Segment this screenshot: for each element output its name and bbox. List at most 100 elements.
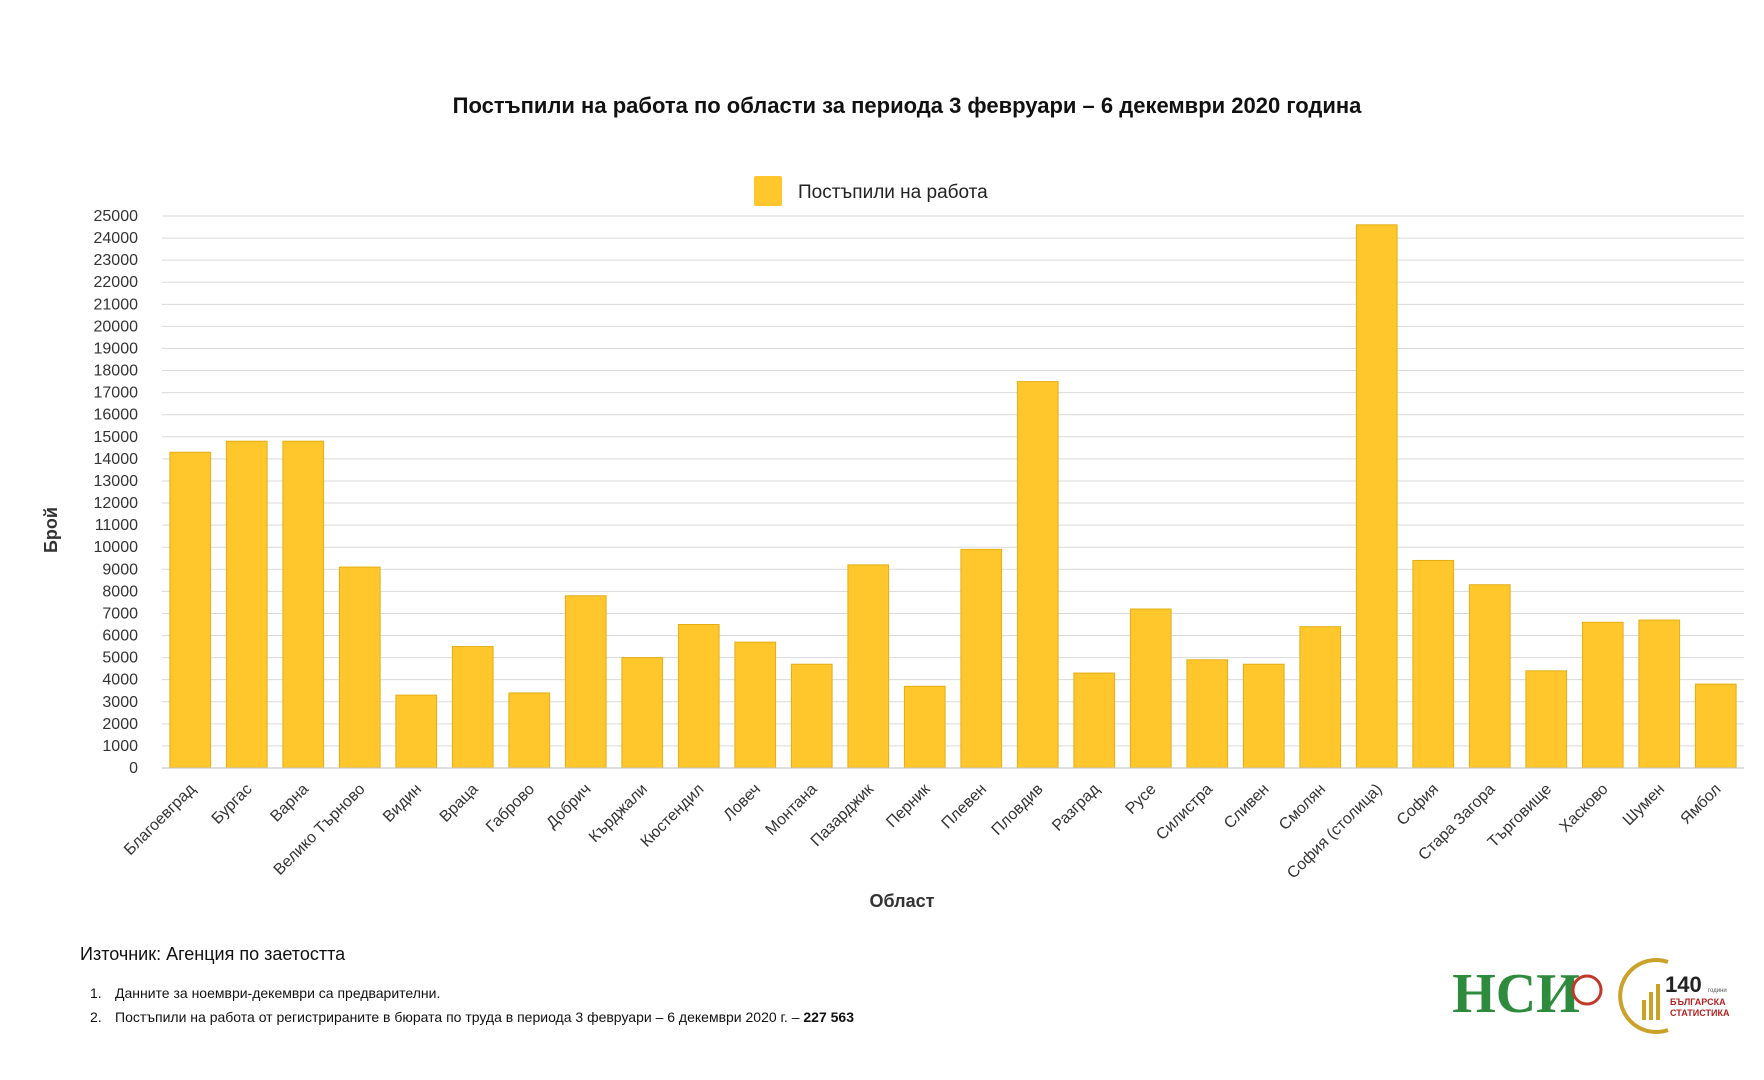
bar xyxy=(1129,608,1172,769)
x-tick-label: Разград xyxy=(1049,780,1103,834)
bar xyxy=(1581,621,1624,769)
bar xyxy=(508,692,551,769)
bar xyxy=(677,623,720,769)
y-tick-label: 9000 xyxy=(102,561,138,578)
y-tick-label: 21000 xyxy=(94,296,139,313)
bar xyxy=(1694,683,1737,769)
x-tick-label: Благоевград xyxy=(121,780,199,858)
y-tick-label: 24000 xyxy=(94,230,139,247)
footnote-text: Данните за ноември-декември са предварит… xyxy=(115,985,440,1001)
legend: Постъпили на работа xyxy=(754,176,988,206)
bars xyxy=(169,224,1737,769)
x-tick-label: Бургас xyxy=(209,781,256,828)
anniversary-small: години xyxy=(1708,988,1727,994)
x-tick-label: Добрич xyxy=(543,781,594,832)
source-text: Източник: Агенция по заетостта xyxy=(80,944,346,964)
bar xyxy=(1073,672,1116,769)
x-tick-label: Русе xyxy=(1123,781,1160,818)
y-tick-label: 10000 xyxy=(94,539,139,556)
footnote-text-body: Данните за ноември-декември са предварит… xyxy=(115,985,440,1001)
y-axis-ticks: 0 1000 2000 3000 4000 5000 6000 7000 8000 9000 100… xyxy=(94,208,139,777)
anniversary-line2: СТАТИСТИКА xyxy=(1670,1008,1730,1018)
y-tick-label: 12000 xyxy=(94,495,139,512)
gridlines xyxy=(162,215,1744,769)
y-tick-label: 2000 xyxy=(102,716,138,733)
legend-swatch xyxy=(754,176,782,206)
bar xyxy=(847,564,890,769)
y-tick-label: 14000 xyxy=(94,451,139,468)
x-tick-label: Сливен xyxy=(1221,781,1273,833)
anniversary-number: 140 xyxy=(1665,972,1702,997)
anniversary-arc-icon xyxy=(1618,958,1669,1034)
x-tick-label: Варна xyxy=(267,781,312,826)
anniversary-bar-icon xyxy=(1649,992,1653,1020)
bar xyxy=(451,646,494,769)
x-tick-label: Габрово xyxy=(483,781,538,836)
y-tick-label: 5000 xyxy=(102,650,138,667)
x-tick-label: Шумен xyxy=(1620,781,1668,829)
y-tick-label: 17000 xyxy=(94,385,139,402)
bar xyxy=(338,566,381,769)
x-tick-label: Видин xyxy=(380,781,425,826)
bar xyxy=(903,685,946,769)
x-tick-label: Ямбол xyxy=(1678,781,1725,828)
y-tick-label: 15000 xyxy=(94,429,139,446)
footnotes: 1. Данните за ноември-декември са предва… xyxy=(90,985,854,1025)
bar xyxy=(225,440,268,769)
y-tick-label: 25000 xyxy=(94,208,139,225)
anniversary-line1: БЪЛГАРСКА xyxy=(1670,997,1726,1007)
y-tick-label: 11000 xyxy=(95,517,138,534)
y-tick-label: 16000 xyxy=(94,407,139,424)
footnote-text-body: Постъпили на работа от регистрираните в … xyxy=(115,1009,803,1025)
bar xyxy=(1638,619,1681,769)
anniversary-bar-icon xyxy=(1642,1000,1646,1020)
bar xyxy=(1242,663,1285,769)
bar xyxy=(1468,584,1511,769)
anniversary-logo: 140 години БЪЛГАРСКА СТАТИСТИКА xyxy=(1618,958,1730,1034)
nsi-logo-text: НСИ xyxy=(1452,963,1580,1025)
x-tick-label: Ловеч xyxy=(721,781,764,824)
bar xyxy=(564,595,607,769)
bar xyxy=(790,663,833,769)
x-tick-label: Смолян xyxy=(1276,781,1329,834)
bar xyxy=(1016,381,1059,769)
x-tick-label: Силистра xyxy=(1153,781,1216,844)
y-tick-label: 13000 xyxy=(94,473,139,490)
x-tick-label: Хасково xyxy=(1557,781,1612,836)
y-tick-label: 4000 xyxy=(102,672,138,689)
y-tick-label: 22000 xyxy=(94,274,139,291)
total-value: 227 563 xyxy=(803,1009,854,1025)
bar xyxy=(734,641,777,769)
x-tick-label: Враца xyxy=(437,781,482,826)
bar xyxy=(169,451,212,769)
y-tick-label: 1000 xyxy=(102,738,138,755)
y-tick-label: 23000 xyxy=(94,252,139,269)
x-tick-label: Плевен xyxy=(939,781,990,832)
x-tick-label: София (столица) xyxy=(1284,781,1385,882)
bar xyxy=(1355,224,1398,769)
bar xyxy=(960,548,1003,769)
y-tick-label: 19000 xyxy=(94,340,139,357)
footnote-number: 2. xyxy=(90,1009,102,1025)
bar xyxy=(1299,626,1342,769)
chart-title: Постъпили на работа по области за период… xyxy=(453,93,1363,118)
legend-label: Постъпили на работа xyxy=(798,182,988,203)
footnote-text: Постъпили на работа от регистрираните в … xyxy=(115,1009,854,1025)
bar xyxy=(282,440,325,769)
y-tick-label: 8000 xyxy=(102,583,138,600)
y-axis-title: Брой xyxy=(41,507,61,553)
x-axis-title: Област xyxy=(870,891,935,911)
footnote-number: 1. xyxy=(90,985,102,1001)
anniversary-bar-icon xyxy=(1656,984,1660,1020)
bar xyxy=(621,657,664,769)
bar xyxy=(1186,659,1229,769)
y-tick-label: 7000 xyxy=(102,605,138,622)
bar xyxy=(395,694,438,769)
nsi-logo-ring xyxy=(1571,974,1603,1006)
x-tick-label: Пловдив xyxy=(989,781,1047,839)
bar xyxy=(1412,559,1455,769)
y-tick-label: 0 xyxy=(129,760,138,777)
bar xyxy=(1525,670,1568,769)
